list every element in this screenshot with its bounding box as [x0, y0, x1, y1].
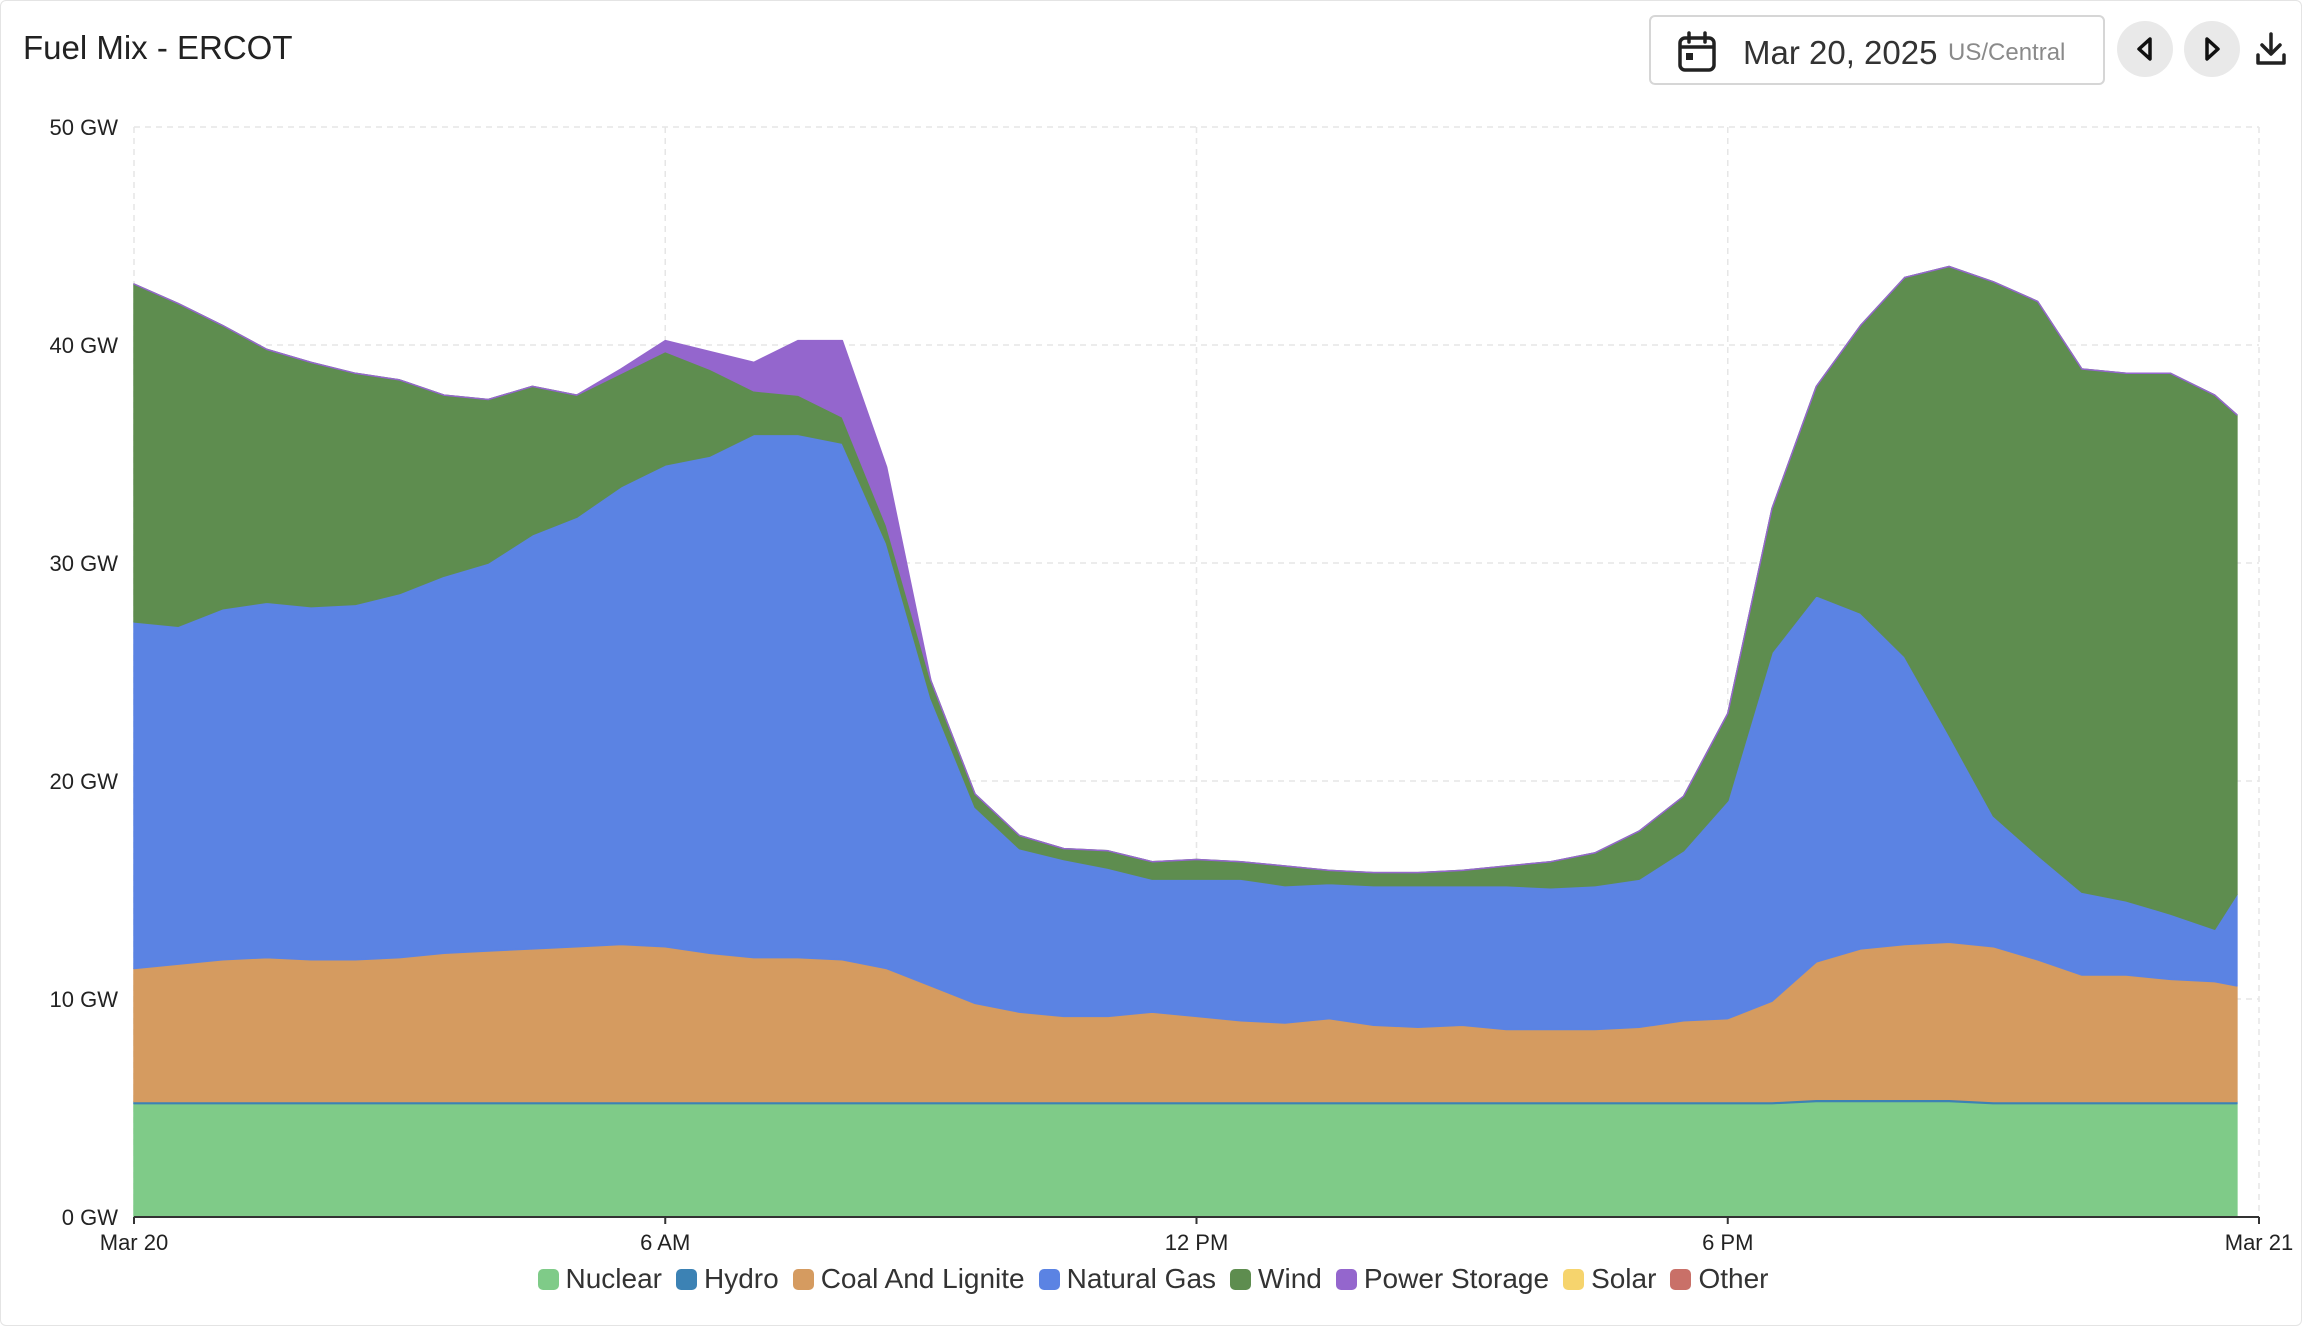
x-tick-label: 6 AM [640, 1230, 690, 1251]
calendar-icon [1678, 31, 1716, 72]
y-tick-label: 0 GW [62, 1205, 118, 1230]
x-tick-label: Mar 20 [100, 1230, 168, 1251]
y-tick-label: 10 GW [50, 987, 119, 1012]
legend-swatch [1670, 1268, 1692, 1290]
y-tick-label: 50 GW [50, 115, 119, 140]
legend-label: Power Storage [1363, 1263, 1550, 1294]
x-tick-label: 6 PM [1702, 1230, 1753, 1251]
legend-item-other[interactable]: Other [1670, 1263, 1768, 1295]
y-tick-label: 30 GW [50, 551, 119, 576]
x-tick-label: Mar 21 [2225, 1230, 2293, 1251]
legend-label: Natural Gas [1066, 1263, 1217, 1294]
timezone-label: US/Central [1948, 39, 2066, 66]
download-icon[interactable] [2255, 31, 2287, 67]
area-power-storage [133, 265, 2238, 874]
legend-label: Hydro [704, 1263, 779, 1294]
caret-left-icon [2137, 37, 2152, 61]
legend-label: Nuclear [565, 1263, 662, 1294]
legend-item-natural-gas[interactable]: Natural Gas [1038, 1263, 1217, 1295]
chart-legend: Nuclear Hydro Coal And Lignite Natural Gas W… [1, 1263, 2304, 1295]
legend-swatch [1563, 1268, 1585, 1290]
legend-label: Solar [1591, 1263, 1657, 1294]
next-day-button[interactable] [2184, 21, 2240, 77]
legend-swatch [1038, 1268, 1060, 1290]
caret-right-icon [2205, 37, 2220, 61]
y-tick-label: 40 GW [50, 333, 119, 358]
y-tick-label: 20 GW [50, 769, 119, 794]
chart-title: Fuel Mix - ERCOT [23, 29, 293, 66]
date-picker[interactable]: Mar 20, 2025 US/Central [1649, 15, 2105, 85]
legend-swatch [1335, 1268, 1357, 1290]
legend-item-nuclear[interactable]: Nuclear [537, 1263, 662, 1295]
legend-item-solar[interactable]: Solar [1563, 1263, 1656, 1295]
area-series [133, 265, 2238, 1218]
legend-label: Wind [1258, 1263, 1322, 1294]
legend-item-power-storage[interactable]: Power Storage [1335, 1263, 1550, 1295]
legend-item-hydro[interactable]: Hydro [676, 1263, 779, 1295]
legend-item-wind[interactable]: Wind [1230, 1263, 1322, 1295]
legend-swatch [537, 1268, 559, 1290]
selected-date: Mar 20, 2025 [1743, 34, 1938, 71]
fuel-mix-chart: Mar 20 6 AM 12 PM 6 PM Mar 21 0 GW 10 GW 20 GW 3… [50, 115, 2294, 1251]
x-tick-label: 12 PM [1165, 1230, 1229, 1251]
legend-swatch [676, 1268, 697, 1290]
previous-day-button[interactable] [2117, 21, 2173, 77]
legend-label: Other [1698, 1263, 1769, 1294]
legend-item-coal-and-lignite[interactable]: Coal And Lignite [792, 1263, 1025, 1295]
legend-label: Coal And Lignite [820, 1263, 1025, 1294]
legend-swatch [1230, 1268, 1252, 1290]
legend-swatch [792, 1268, 814, 1290]
area-nuclear [133, 1100, 2238, 1218]
